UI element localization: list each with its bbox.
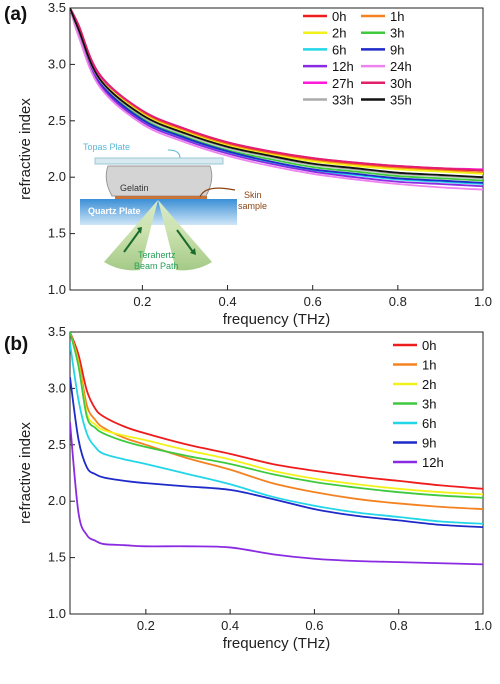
y-tick-label: 2.5 xyxy=(48,113,66,128)
legend-label-12h: 12h xyxy=(332,59,354,74)
legend-label-35h: 35h xyxy=(390,93,412,108)
series-line-2h xyxy=(70,8,483,175)
x-tick-label: 0.8 xyxy=(389,294,407,309)
beam-label-2: Beam Path xyxy=(134,261,179,271)
legend-label-27h: 27h xyxy=(332,76,354,91)
legend-label-1h: 1h xyxy=(390,9,404,24)
x-tick-label: 0.4 xyxy=(218,294,236,309)
series-line-27h xyxy=(70,8,483,171)
legend-label-30h: 30h xyxy=(390,76,412,91)
topas-plate xyxy=(94,157,224,165)
y-axis-label: refractive index xyxy=(17,98,34,200)
beam-label-1: Terahertz xyxy=(138,250,176,260)
beam-out-arrowhead xyxy=(190,248,196,255)
quartz-plate xyxy=(80,199,237,225)
legend-label-2h: 2h xyxy=(332,26,346,41)
chart-a: 0.2 0.4 0.6 0.8 1.0 1.0 1.5 2.0 2.5 3.0 3.5 frequen… xyxy=(17,0,492,328)
series-line-2h xyxy=(70,332,483,496)
y-tick-label: 1.5 xyxy=(48,550,66,565)
y-tick-label: 1.5 xyxy=(48,226,66,241)
x-tick-label: 1.0 xyxy=(474,294,492,309)
setup-schematic: Topas Plate Gelatin Skin sample Quartz P… xyxy=(80,142,267,271)
series-line-12h xyxy=(70,422,483,566)
y-tick-label: 2.0 xyxy=(48,169,66,184)
series-line-0h xyxy=(70,8,483,172)
legend-label-6h: 6h xyxy=(332,42,346,57)
x-tick-label: 0.6 xyxy=(304,294,322,309)
x-axis-label: frequency (THz) xyxy=(223,311,331,328)
legend-label-3h: 3h xyxy=(422,397,436,412)
x-axis-label: frequency (THz) xyxy=(223,635,331,652)
legend-label-3h: 3h xyxy=(390,26,404,41)
panel-a-label: (a) xyxy=(4,4,27,25)
series-line-0h xyxy=(70,332,483,490)
legend-label-2h: 2h xyxy=(422,377,436,392)
y-tick-label: 3.0 xyxy=(48,56,66,71)
legend-label-0h: 0h xyxy=(422,338,436,353)
gelatin-label: Gelatin xyxy=(120,183,149,193)
legend-label-33h: 33h xyxy=(332,93,354,108)
series-line-12h xyxy=(70,8,483,188)
series-line-6h xyxy=(70,343,483,525)
plot-frame xyxy=(69,331,484,615)
quartz-label: Quartz Plate xyxy=(88,206,141,216)
plot-frame xyxy=(69,7,484,291)
series-line-1h xyxy=(70,332,483,510)
topas-plate-label: Topas Plate xyxy=(83,142,130,152)
series-line-3h xyxy=(70,332,483,499)
legend-label-0h: 0h xyxy=(332,9,346,24)
beam-in xyxy=(104,200,158,271)
legend-label-1h: 1h xyxy=(422,358,436,373)
series-line-9h xyxy=(70,376,483,529)
legend-label-9h: 9h xyxy=(422,436,436,451)
x-tick-label: 0.4 xyxy=(221,618,239,633)
skin-label-2: sample xyxy=(238,201,267,211)
panel-b-label: (b) xyxy=(4,334,28,355)
y-tick-label: 2.5 xyxy=(48,437,66,452)
x-tick-label: 1.0 xyxy=(474,618,492,633)
x-tick-label: 0.2 xyxy=(133,294,151,309)
y-tick-label: 3.5 xyxy=(48,324,66,339)
y-tick-label: 3.0 xyxy=(48,380,66,395)
chart-b: 0.2 0.4 0.6 0.8 1.0 1.0 1.5 2.0 2.5 3.0 3.5 frequen… xyxy=(17,324,492,652)
beam-in-arrow xyxy=(123,229,141,253)
skin-sample xyxy=(115,196,207,199)
series-line-35h xyxy=(70,8,483,179)
series-line-24h xyxy=(70,8,483,191)
skin-arrow xyxy=(199,187,236,198)
series-line-1h xyxy=(70,8,483,174)
x-tick-label: 0.8 xyxy=(390,618,408,633)
series-line-9h xyxy=(70,8,483,184)
legend-label-9h: 9h xyxy=(390,42,404,57)
series-line-30h xyxy=(70,8,483,172)
y-tick-label: 2.0 xyxy=(48,493,66,508)
topas-arrow xyxy=(167,149,181,159)
y-axis-label: refractive index xyxy=(17,422,34,524)
y-tick-label: 3.5 xyxy=(48,0,66,15)
beam-in-arrowhead xyxy=(137,227,142,234)
y-tick-label: 1.0 xyxy=(48,606,66,621)
x-tick-label: 0.2 xyxy=(137,618,155,633)
beam-out xyxy=(158,200,212,271)
x-tick-label: 0.6 xyxy=(305,618,323,633)
skin-label-1: Skin xyxy=(244,190,262,200)
legend-label-6h: 6h xyxy=(422,416,436,431)
legend-label-24h: 24h xyxy=(390,59,412,74)
legend-label-12h: 12h xyxy=(422,455,444,470)
y-tick-label: 1.0 xyxy=(48,282,66,297)
beam-out-arrow xyxy=(176,229,194,253)
